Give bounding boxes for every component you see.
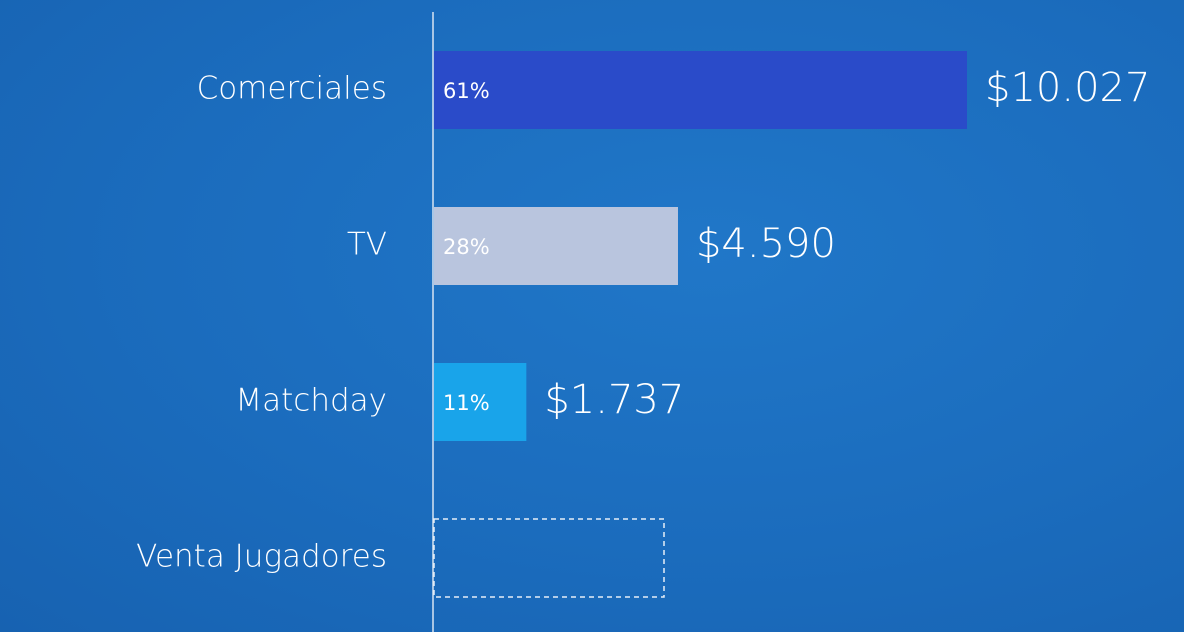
bar (434, 363, 527, 441)
share-label: 61% (443, 79, 490, 103)
category-label: TV (347, 227, 387, 263)
placeholder-bar (433, 518, 665, 598)
category-label: Comerciales (197, 71, 387, 107)
category-label: Venta Jugadores (136, 539, 387, 575)
bar (434, 51, 967, 129)
value-label: $1.737 (544, 377, 684, 423)
category-label: Matchday (235, 383, 387, 419)
bar (434, 207, 678, 285)
value-label: $4.590 (696, 221, 836, 267)
share-label: 11% (443, 391, 490, 415)
share-label: 28% (443, 235, 490, 259)
value-label: $10.027 (985, 65, 1150, 111)
